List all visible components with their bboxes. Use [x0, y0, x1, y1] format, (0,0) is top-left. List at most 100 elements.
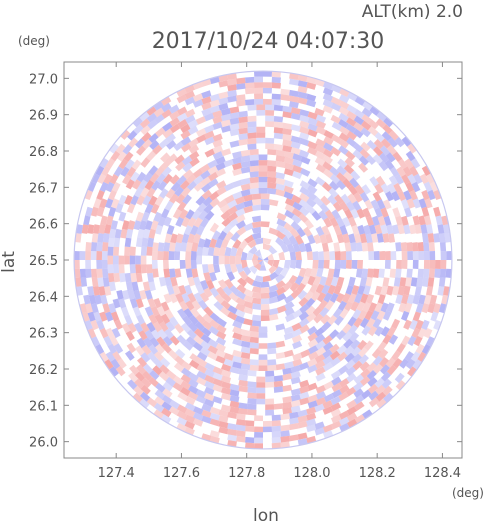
radar-gate: [271, 93, 281, 100]
radar-gate: [307, 332, 318, 342]
radar-gate: [153, 409, 164, 419]
radar-gate: [263, 71, 272, 77]
radar-gate: [236, 83, 246, 90]
radar-gate: [290, 135, 301, 144]
radar-gate: [180, 136, 192, 146]
radar-gate: [204, 368, 215, 378]
radar-gate: [388, 233, 396, 243]
radar-gate: [209, 319, 220, 329]
radar-gate: [405, 181, 415, 193]
radar-gate: [192, 418, 204, 427]
radar-gate: [151, 329, 161, 340]
radar-gate: [372, 191, 382, 202]
radar-gate: [204, 380, 215, 390]
radar-gate: [115, 365, 126, 377]
radar-gate: [85, 206, 93, 217]
radar-gate: [187, 119, 199, 129]
radar-gate: [236, 430, 246, 437]
radar-gate: [235, 290, 246, 300]
radar-gate: [193, 233, 201, 244]
radar-gate: [182, 169, 194, 180]
radar-gate: [90, 251, 97, 260]
radar-gate: [330, 357, 341, 367]
radar-gate: [346, 104, 358, 114]
radar-gate: [144, 220, 153, 231]
radar-gate: [209, 406, 220, 415]
radar-gate: [129, 246, 136, 256]
radar-gate: [385, 191, 394, 202]
radar-gate: [299, 206, 310, 217]
radar-gate: [220, 119, 231, 128]
radar-gate: [87, 328, 97, 339]
radar-gate: [120, 129, 131, 140]
radar-gate: [323, 393, 335, 403]
radar-gate: [265, 370, 275, 377]
radar-gate: [330, 102, 342, 112]
radar-gate: [201, 415, 212, 424]
radar-gate: [200, 176, 211, 187]
radar-gate: [229, 117, 240, 125]
radar-gate: [297, 97, 308, 105]
radar-gate: [359, 191, 370, 203]
radar-gate: [339, 94, 350, 104]
radar-gate: [265, 110, 275, 116]
radar-gate: [330, 396, 341, 406]
radar-gate: [168, 406, 180, 416]
radar-gate: [223, 159, 234, 168]
radar-gate: [147, 119, 158, 130]
radar-gate: [185, 396, 196, 406]
radar-gate: [336, 276, 345, 287]
radar-gate: [92, 286, 100, 296]
radar-gate: [263, 98, 272, 105]
radar-gate: [234, 196, 245, 205]
radar-gate: [142, 370, 153, 381]
radar-gate: [249, 149, 259, 156]
radar-gate: [274, 266, 284, 276]
radar-gate: [282, 139, 293, 147]
radar-gate: [428, 268, 435, 278]
radar-gate: [382, 385, 393, 396]
radar-gate: [395, 215, 403, 226]
radar-gate: [154, 351, 164, 362]
radar-gate: [181, 292, 191, 304]
radar-gate: [276, 293, 287, 302]
radar-gate: [350, 301, 360, 312]
radar-gate: [169, 268, 176, 278]
radar-gate: [176, 175, 187, 186]
radar-gate: [314, 156, 326, 166]
radar-gate: [175, 348, 186, 359]
radar-gate: [369, 176, 379, 187]
radar-gate: [371, 348, 382, 359]
radar-gate: [297, 432, 308, 440]
radar-gate: [212, 116, 223, 124]
radar-gate: [114, 319, 123, 330]
radar-gate: [179, 300, 189, 312]
radar-gate: [327, 315, 338, 326]
radar-gate: [220, 300, 231, 310]
radar-gate: [97, 277, 104, 287]
radar-gate: [240, 183, 251, 191]
radar-gate: [329, 217, 339, 228]
radar-gate: [258, 182, 268, 188]
radar-gate: [169, 193, 179, 204]
radar-gate: [184, 414, 196, 424]
radar-gate: [367, 325, 378, 337]
radar-gate: [238, 402, 248, 410]
radar-gate: [185, 251, 192, 260]
radar-gate: [304, 242, 313, 253]
radar-gate: [240, 177, 251, 185]
radar-gate: [330, 414, 342, 424]
radar-gate: [154, 114, 165, 124]
radar-gate: [298, 297, 309, 307]
radar-gate: [324, 209, 335, 220]
radar-gate: [189, 157, 200, 167]
radar-gate: [181, 155, 193, 166]
radar-gate: [329, 292, 339, 303]
radar-gate: [374, 302, 383, 313]
radar-gate: [439, 242, 447, 252]
radar-gate: [304, 267, 313, 278]
radar-gate: [361, 389, 372, 400]
radar-gate: [299, 126, 310, 135]
radar-gate: [289, 411, 299, 419]
radar-gate: [209, 222, 219, 233]
